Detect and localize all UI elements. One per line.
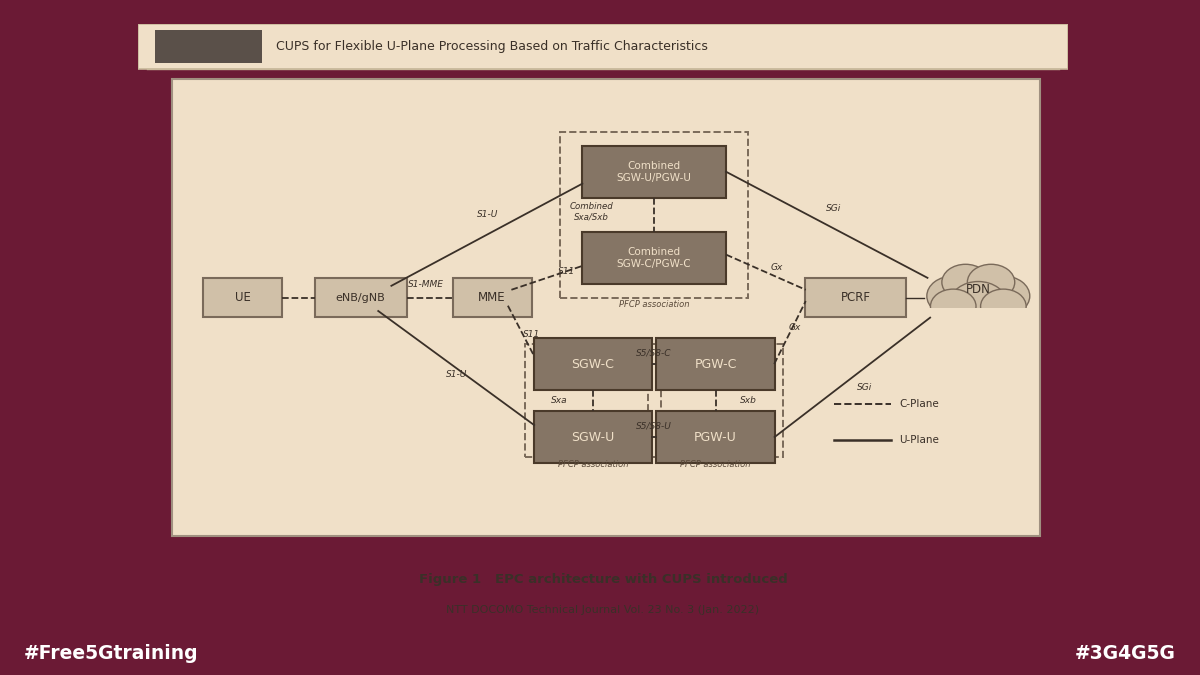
Circle shape xyxy=(930,289,976,323)
Text: PGW-U: PGW-U xyxy=(694,431,737,443)
Circle shape xyxy=(980,289,1026,323)
Text: PFCP association: PFCP association xyxy=(619,300,690,308)
Text: SGW-U: SGW-U xyxy=(571,431,614,443)
Text: eNB/gNB: eNB/gNB xyxy=(336,293,385,302)
Text: PGW-C: PGW-C xyxy=(695,358,737,371)
Text: SGi: SGi xyxy=(857,383,872,392)
Circle shape xyxy=(946,268,1012,317)
Text: #Free5Gtraining: #Free5Gtraining xyxy=(24,644,199,663)
FancyBboxPatch shape xyxy=(452,279,532,317)
Text: Combined
SGW-C/PGW-C: Combined SGW-C/PGW-C xyxy=(617,247,691,269)
FancyBboxPatch shape xyxy=(919,308,1038,327)
FancyBboxPatch shape xyxy=(314,279,407,317)
Circle shape xyxy=(967,265,1015,300)
Text: Sxb: Sxb xyxy=(740,396,757,405)
Text: PFCP association: PFCP association xyxy=(558,460,628,469)
Text: S11: S11 xyxy=(558,267,575,275)
Circle shape xyxy=(942,265,989,300)
Text: Combined
Sxa/Sxb: Combined Sxa/Sxb xyxy=(569,202,613,221)
Text: S1-U: S1-U xyxy=(446,369,468,379)
Text: NTT DOCOMO Technical Journal Vol. 23 No. 3 (Jan. 2022): NTT DOCOMO Technical Journal Vol. 23 No.… xyxy=(446,605,760,615)
Text: PDN: PDN xyxy=(966,284,991,296)
Text: C-Plane: C-Plane xyxy=(900,399,940,409)
Circle shape xyxy=(977,276,1030,316)
FancyBboxPatch shape xyxy=(203,279,282,317)
Text: S5/S8-C: S5/S8-C xyxy=(636,348,672,357)
Text: PFCP association: PFCP association xyxy=(680,460,751,469)
Text: #3G4G5G: #3G4G5G xyxy=(1075,644,1176,663)
FancyBboxPatch shape xyxy=(805,279,906,317)
FancyBboxPatch shape xyxy=(656,411,775,463)
Text: CUPS for Flexible U-Plane Processing Based on Traffic Characteristics: CUPS for Flexible U-Plane Processing Bas… xyxy=(276,40,708,53)
Circle shape xyxy=(950,281,1007,324)
FancyBboxPatch shape xyxy=(138,24,1068,70)
FancyBboxPatch shape xyxy=(155,30,262,63)
Text: PCRF: PCRF xyxy=(841,291,871,304)
FancyBboxPatch shape xyxy=(534,338,652,390)
Text: Gx: Gx xyxy=(770,263,784,273)
FancyBboxPatch shape xyxy=(582,146,726,198)
Text: S1-MME: S1-MME xyxy=(408,280,444,289)
FancyBboxPatch shape xyxy=(534,411,652,463)
FancyBboxPatch shape xyxy=(582,232,726,284)
Text: SGW-C: SGW-C xyxy=(571,358,614,371)
Text: SGi: SGi xyxy=(826,204,841,213)
FancyBboxPatch shape xyxy=(656,338,775,390)
Text: Sxa: Sxa xyxy=(551,396,568,405)
FancyBboxPatch shape xyxy=(173,79,1039,537)
Text: S5/S8-U: S5/S8-U xyxy=(636,421,672,430)
Text: Combined
SGW-U/PGW-U: Combined SGW-U/PGW-U xyxy=(617,161,691,182)
Circle shape xyxy=(926,276,979,316)
Text: Gx: Gx xyxy=(788,323,800,332)
Text: Figure 1   EPC architecture with CUPS introduced: Figure 1 EPC architecture with CUPS intr… xyxy=(419,573,787,586)
Text: S1-U: S1-U xyxy=(478,211,498,219)
Text: UE: UE xyxy=(234,291,251,304)
Text: U-Plane: U-Plane xyxy=(900,435,940,446)
Text: MME: MME xyxy=(479,291,506,304)
Text: S11: S11 xyxy=(523,329,540,339)
